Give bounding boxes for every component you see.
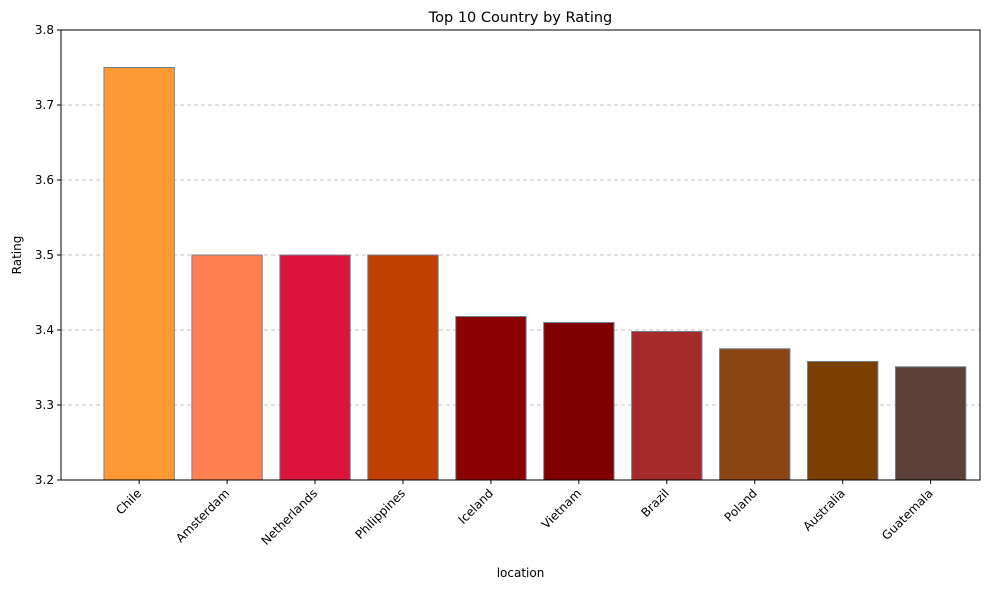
x-tick-label: Australia bbox=[800, 486, 847, 533]
bar-brazil bbox=[631, 331, 703, 481]
x-tick-label: Poland bbox=[722, 486, 760, 524]
x-tick-label: Brazil bbox=[638, 486, 672, 520]
y-axis-title: Rating bbox=[10, 236, 24, 275]
y-tick-label: 3.2 bbox=[35, 473, 54, 487]
x-tick-label: Amsterdam bbox=[173, 486, 232, 545]
bar-chile bbox=[103, 67, 175, 481]
y-tick-label: 3.5 bbox=[35, 248, 54, 262]
y-tick-label: 3.3 bbox=[35, 398, 54, 412]
y-tick-label: 3.6 bbox=[35, 173, 54, 187]
y-tick-label: 3.8 bbox=[35, 23, 54, 37]
bar-australia bbox=[807, 361, 879, 481]
bars-group bbox=[103, 67, 967, 481]
y-tick-label: 3.7 bbox=[35, 98, 54, 112]
bar-vietnam bbox=[543, 322, 615, 481]
x-tick-label: Iceland bbox=[455, 486, 496, 527]
bar-iceland bbox=[455, 316, 527, 481]
x-tick-label: Guatemala bbox=[879, 486, 936, 543]
chart-title: Top 10 Country by Rating bbox=[428, 10, 613, 26]
bar-amsterdam bbox=[191, 254, 263, 481]
x-tick-label: Chile bbox=[113, 486, 144, 517]
bar-philippines bbox=[367, 254, 439, 481]
x-tick-label: Netherlands bbox=[259, 486, 321, 548]
y-tick-label: 3.4 bbox=[35, 323, 54, 337]
bar-netherlands bbox=[279, 254, 351, 481]
x-tick-label: Philippines bbox=[352, 486, 408, 542]
bar-poland bbox=[719, 348, 791, 481]
x-axis: Chile Amsterdam Netherlands Philippines Icel… bbox=[113, 480, 936, 548]
x-axis-title: location bbox=[497, 566, 545, 580]
y-axis: 3.2 3.3 3.4 3.5 3.6 3.7 3.8 bbox=[35, 23, 61, 487]
bar-guatemala bbox=[894, 366, 967, 481]
x-tick-label: Vietnam bbox=[539, 486, 584, 531]
